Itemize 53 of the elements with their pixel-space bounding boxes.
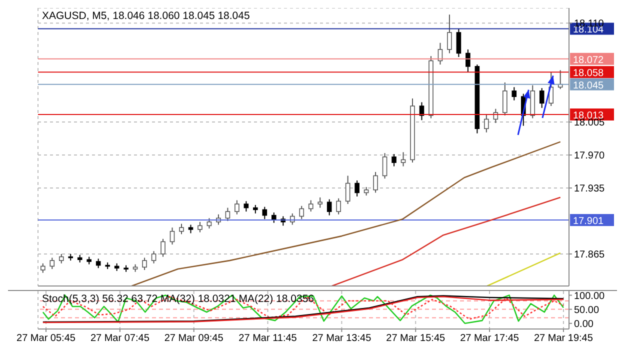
x-tick-label: 27 Mar 09:45	[164, 333, 224, 344]
candlestick	[96, 258, 101, 269]
ref-line-label: 18.058	[573, 68, 604, 80]
candlestick	[539, 88, 544, 108]
candlestick	[336, 198, 341, 215]
x-tick-label: 27 Mar 11:45	[238, 333, 298, 344]
x-tick-label: 27 Mar 13:45	[312, 333, 372, 344]
candlestick	[40, 262, 46, 274]
x-tick-label: 27 Mar 07:45	[90, 333, 150, 344]
candlestick	[198, 221, 202, 233]
candlestick	[170, 227, 175, 246]
candlestick	[456, 28, 462, 58]
candlestick	[318, 196, 322, 208]
chart-title: XAGUSD, M5, 18.046 18.060 18.045 18.045	[42, 10, 250, 22]
candlestick	[234, 200, 240, 215]
candlestick	[548, 72, 554, 107]
candlestick	[225, 207, 230, 222]
y-tick-label: 0.00	[574, 318, 594, 330]
y-tick-label: 17.865	[574, 250, 606, 261]
candlestick	[206, 218, 212, 230]
candlestick	[244, 200, 249, 212]
candlestick	[58, 253, 64, 264]
candlestick	[160, 238, 166, 258]
x-tick-label: 27 Mar 05:45	[16, 333, 76, 344]
candlestick	[382, 152, 388, 180]
candlestick	[512, 86, 517, 101]
y-tick-label: 17.970	[574, 150, 606, 162]
y-tick-label: 17.935	[574, 184, 606, 195]
candlestick	[50, 257, 55, 270]
x-tick-label: 27 Mar 17:45	[460, 333, 520, 344]
candlestick	[400, 152, 406, 167]
x-tick-label: 27 Mar 15:45	[386, 333, 446, 344]
candlestick	[373, 171, 378, 194]
ref-line-label: 18.072	[573, 54, 604, 66]
candlestick	[345, 175, 350, 205]
ref-line-label: 17.901	[573, 216, 604, 228]
y-tick-label: 100.00	[574, 290, 606, 302]
candlestick	[392, 154, 396, 167]
candlestick	[308, 200, 314, 212]
candlestick	[272, 212, 276, 224]
candlestick	[326, 198, 332, 216]
candlestick	[142, 257, 147, 270]
candlestick	[151, 250, 156, 264]
x-tick-label: 27 Mar 19:45	[534, 333, 594, 344]
candlestick	[466, 48, 470, 73]
candlestick	[354, 180, 360, 197]
y-tick-label: 50.00	[574, 304, 600, 316]
candlestick	[502, 82, 508, 116]
candlestick	[299, 205, 304, 220]
candlestick	[484, 114, 489, 133]
ref-line-label: 18.045	[573, 80, 604, 92]
candlestick	[447, 14, 452, 54]
candlestick	[179, 223, 184, 235]
